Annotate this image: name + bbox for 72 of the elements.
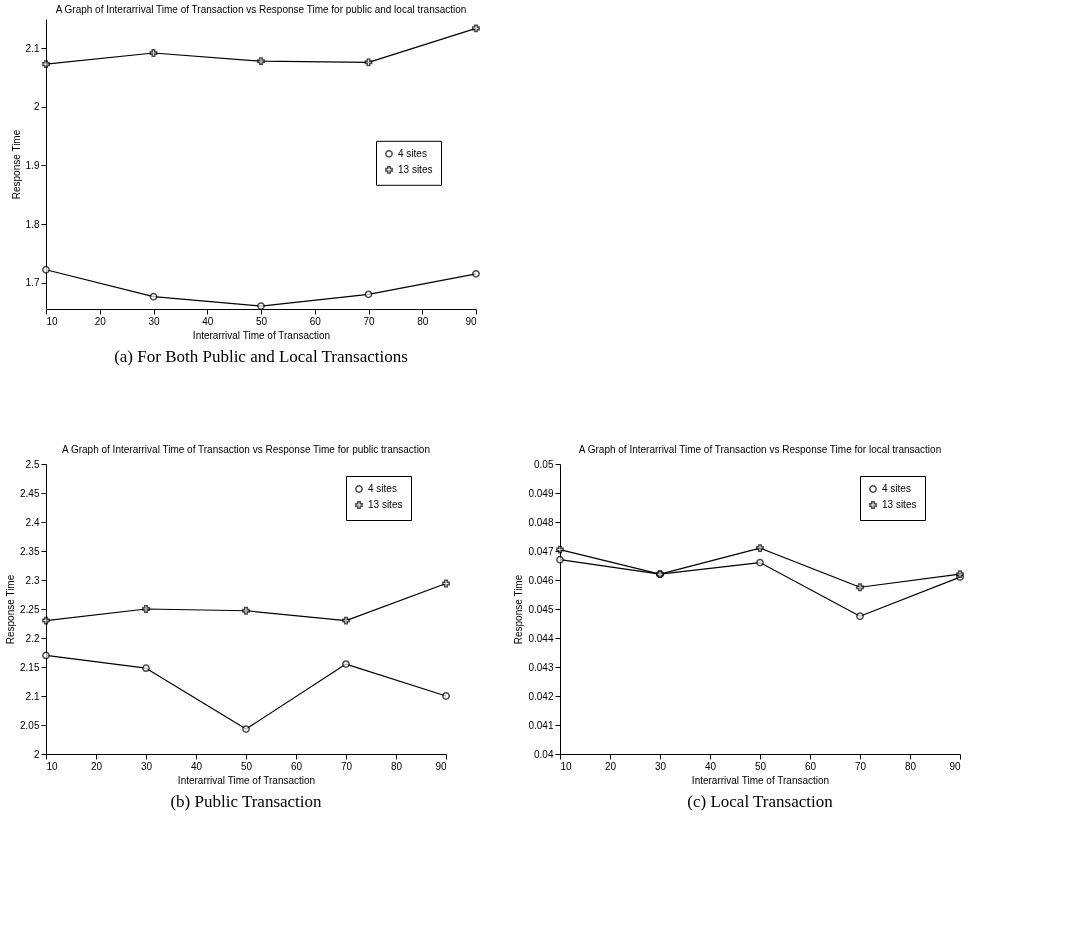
y-tick-label: 2.1 <box>25 690 40 702</box>
x-tick-label: 10 <box>46 315 59 327</box>
x-tick-label: 30 <box>654 760 667 772</box>
x-tick-label: 20 <box>94 315 107 327</box>
y-tick-label: 2.3 <box>25 574 40 586</box>
x-tick-label: 80 <box>390 760 403 772</box>
text: (a) For Both Public and Local Transactions <box>114 347 408 366</box>
x-tick-label: 60 <box>309 315 322 327</box>
legend-label: 4 sites <box>882 483 911 494</box>
x-tick-label: 20 <box>90 760 103 772</box>
y-tick-label: 1.9 <box>25 159 40 171</box>
y-tick-label: 0.042 <box>528 690 554 702</box>
y-tick-label: 2.1 <box>25 42 40 54</box>
x-tick-label: 30 <box>148 315 160 327</box>
x-tick-label: 50 <box>240 760 253 772</box>
y-tick-label: 2.05 <box>20 719 40 731</box>
y-tick-label: 2 <box>33 748 40 760</box>
x-tick-label: 90 <box>949 760 961 772</box>
text: (c) Local Transaction <box>687 792 834 811</box>
y-tick-label: 2.35 <box>20 545 40 557</box>
legend-label: 13 sites <box>368 499 403 510</box>
y-axis-title: Response Time <box>5 574 17 645</box>
x-tick-label: 40 <box>190 760 203 772</box>
y-tick-label: 2.15 <box>20 661 40 673</box>
x-axis-title: Interarrival Time of Transaction <box>177 774 316 786</box>
y-tick-label: 0.04 <box>534 748 554 760</box>
y-tick-label: 0.048 <box>528 516 554 528</box>
x-tick-label: 70 <box>340 760 353 772</box>
x-tick-label: 10 <box>560 760 573 772</box>
x-tick-label: 50 <box>255 315 268 327</box>
x-tick-label: 10 <box>46 760 59 772</box>
y-tick-label: 2.5 <box>25 458 40 470</box>
x-tick-label: 30 <box>140 760 153 772</box>
x-tick-label: 90 <box>435 760 447 772</box>
x-axis-title: Interarrival Time of Transaction <box>691 774 830 786</box>
x-tick-label: 40 <box>202 315 214 327</box>
y-tick-label: 2.45 <box>20 487 40 499</box>
chart-title: A Graph of Interarrival Time of Transaction vs Response Time for local transaction <box>578 444 942 455</box>
y-tick-label: 0.045 <box>528 603 554 615</box>
y-axis-title: Response Time <box>513 574 525 645</box>
y-tick-label: 0.043 <box>528 661 554 673</box>
x-tick-label: 70 <box>363 315 375 327</box>
text: (b) Public Transaction <box>170 792 323 811</box>
x-tick-label: 50 <box>754 760 767 772</box>
y-tick-label: 0.044 <box>528 632 554 644</box>
legend-label: 4 sites <box>368 483 397 494</box>
y-tick-label: 2.4 <box>25 516 40 528</box>
y-tick-label: 0.046 <box>528 574 554 586</box>
x-tick-label: 60 <box>290 760 303 772</box>
legend-label: 4 sites <box>398 147 427 159</box>
x-tick-label: 60 <box>804 760 817 772</box>
y-tick-label: 0.049 <box>528 487 554 499</box>
y-tick-label: 0.05 <box>534 458 554 470</box>
y-axis-title: Response Time <box>10 129 22 200</box>
y-tick-label: 2 <box>33 101 40 113</box>
x-axis-title: Interarrival Time of Transaction <box>192 329 331 341</box>
x-tick-label: 40 <box>704 760 717 772</box>
chart-title: A Graph of Interarrival Time of Transaction vs Response Time for public and local transaction <box>55 4 467 15</box>
chart-title: A Graph of Interarrival Time of Transaction vs Response Time for public transaction <box>62 444 430 455</box>
legend-label: 13 sites <box>398 163 433 175</box>
legend-label: 13 sites <box>882 499 917 510</box>
y-tick-label: 2.2 <box>25 632 40 644</box>
y-tick-label: 1.8 <box>25 218 40 230</box>
y-tick-label: 0.047 <box>528 545 554 557</box>
x-tick-label: 90 <box>465 315 477 327</box>
y-tick-label: 2.25 <box>20 603 40 615</box>
y-tick-label: 0.041 <box>528 719 554 731</box>
y-tick-label: 1.7 <box>25 277 40 289</box>
x-tick-label: 80 <box>417 315 429 327</box>
x-tick-label: 70 <box>854 760 867 772</box>
x-tick-label: 20 <box>604 760 617 772</box>
x-tick-label: 80 <box>904 760 917 772</box>
